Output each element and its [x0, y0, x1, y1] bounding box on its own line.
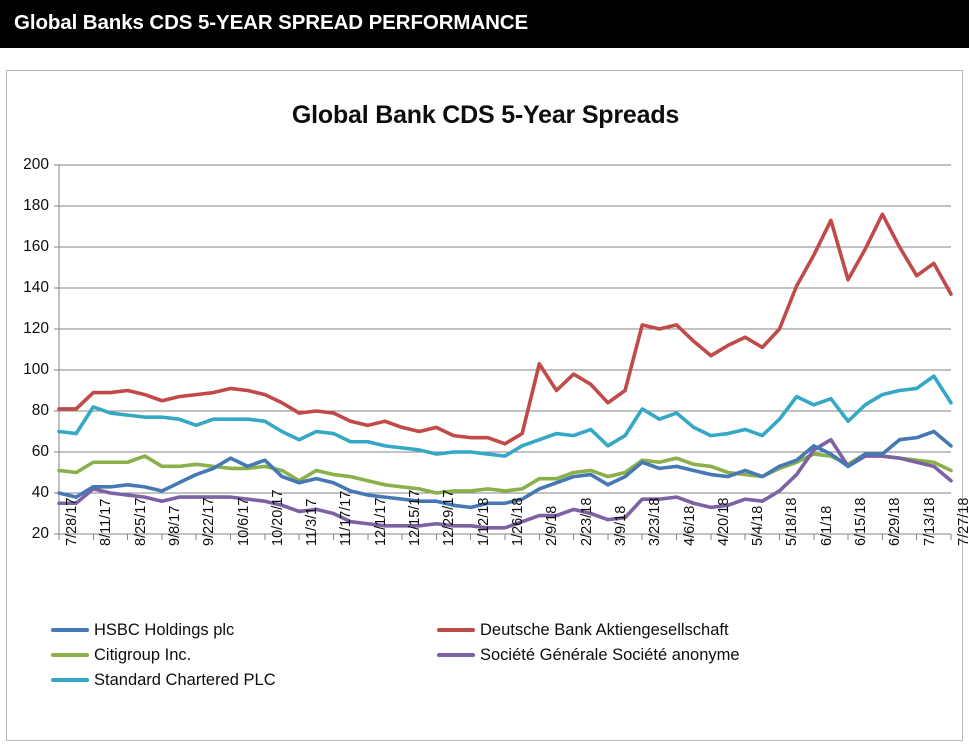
y-axis-tick-label: 80: [31, 402, 49, 419]
legend-item[interactable]: HSBC Holdings plc: [51, 619, 234, 641]
x-axis-tick-label: 7/27/18: [956, 497, 969, 546]
x-axis-tick-label: 4/20/18: [715, 497, 732, 546]
x-axis-tick-label: 9/22/17: [201, 497, 218, 546]
x-axis-tick-label: 12/29/17: [441, 489, 458, 546]
x-axis-tick-label: 2/23/18: [578, 497, 595, 546]
series-line: [57, 452, 953, 495]
x-axis-tick-label: 3/23/18: [647, 497, 664, 546]
x-axis-tick-label: 10/6/17: [235, 497, 252, 546]
chart-container: Global Bank CDS 5-Year Spreads 20 40 60 80 1…: [6, 70, 969, 742]
x-axis-tick-label: 12/1/17: [372, 497, 389, 546]
y-axis-tick-label: 100: [23, 361, 49, 378]
x-axis-tick-label: 1/12/18: [475, 497, 492, 546]
x-axis-tick-label: 1/26/18: [510, 497, 526, 546]
legend-item[interactable]: Société Générale Société anonyme: [437, 644, 740, 666]
x-axis-tick-label: 9/8/17: [166, 505, 183, 546]
legend-color-swatch: [51, 678, 89, 682]
header-bar: Global Banks CDS 5-YEAR SPREAD PERFORMAN…: [0, 0, 969, 48]
x-axis-ticks: [58, 534, 952, 540]
y-axis-tick-label: 200: [23, 156, 49, 173]
legend-label: Deutsche Bank Aktiengesellschaft: [480, 620, 729, 639]
series-line: [57, 429, 953, 510]
x-axis-tick-label: 7/28/17: [64, 497, 80, 546]
x-axis-tick-label: 8/25/17: [132, 497, 149, 546]
x-axis-tick-label: 10/20/17: [269, 489, 286, 546]
x-axis-tick-label: 6/29/18: [887, 497, 904, 546]
chart-plot-svg: [54, 164, 953, 540]
x-axis-tick-label: 6/15/18: [853, 497, 870, 546]
x-axis-tick-label: 7/13/18: [921, 497, 938, 546]
series-line: [57, 437, 953, 530]
x-axis-tick-label: 3/9/18: [612, 505, 629, 546]
legend-label: Citigroup Inc.: [94, 645, 192, 664]
y-axis-tick-label: 20: [31, 525, 49, 542]
legend-label: Standard Chartered PLC: [94, 670, 276, 689]
legend-color-swatch: [437, 628, 475, 632]
legend-label: Société Générale Société anonyme: [480, 645, 740, 664]
x-axis-tick-label: 5/18/18: [784, 497, 801, 546]
legend-item[interactable]: Citigroup Inc.: [51, 644, 191, 666]
x-axis-tick-label: 6/1/18: [818, 505, 835, 546]
chart-legend: HSBC Holdings plc Citigroup Inc. Standard …: [7, 619, 964, 739]
y-axis-tick-label: 140: [23, 279, 49, 296]
page-title: Global Banks CDS 5-YEAR SPREAD PERFORMAN…: [14, 11, 529, 34]
y-axis-tick-label: 60: [31, 443, 49, 460]
x-axis-tick-label: 2/9/18: [544, 505, 561, 546]
x-axis-tick-label: 8/11/17: [98, 498, 115, 546]
y-axis-tick-label: 180: [23, 197, 49, 214]
x-axis-tick-label: 4/6/18: [681, 505, 698, 546]
legend-color-swatch: [437, 653, 475, 657]
series-line: [57, 212, 953, 446]
x-axis-tick-label: 11/17/17: [338, 490, 355, 546]
y-axis-tick-label: 40: [31, 484, 49, 501]
legend-item[interactable]: Standard Chartered PLC: [51, 669, 276, 691]
x-axis-tick-label: 5/4/18: [750, 505, 767, 546]
plot-area: 20 40 60 80 100 120 140 160 180 200 7/28/17 8/11/1…: [7, 71, 969, 742]
legend-color-swatch: [51, 628, 89, 632]
gridlines: [59, 164, 951, 494]
x-axis-tick-label: 12/15/17: [407, 489, 424, 546]
axis-lines: [58, 165, 951, 535]
y-axis-ticks: [54, 164, 59, 535]
series-line: [57, 374, 953, 458]
legend-item[interactable]: Deutsche Bank Aktiengesellschaft: [437, 619, 729, 641]
y-axis-tick-label: 120: [23, 320, 49, 337]
chart-title: Global Bank CDS 5-Year Spreads: [291, 101, 680, 129]
y-axis-tick-label: 160: [23, 238, 49, 255]
legend-label: HSBC Holdings plc: [94, 620, 235, 639]
x-axis-tick-label: 11/3/17: [304, 498, 321, 546]
legend-color-swatch: [51, 653, 89, 657]
